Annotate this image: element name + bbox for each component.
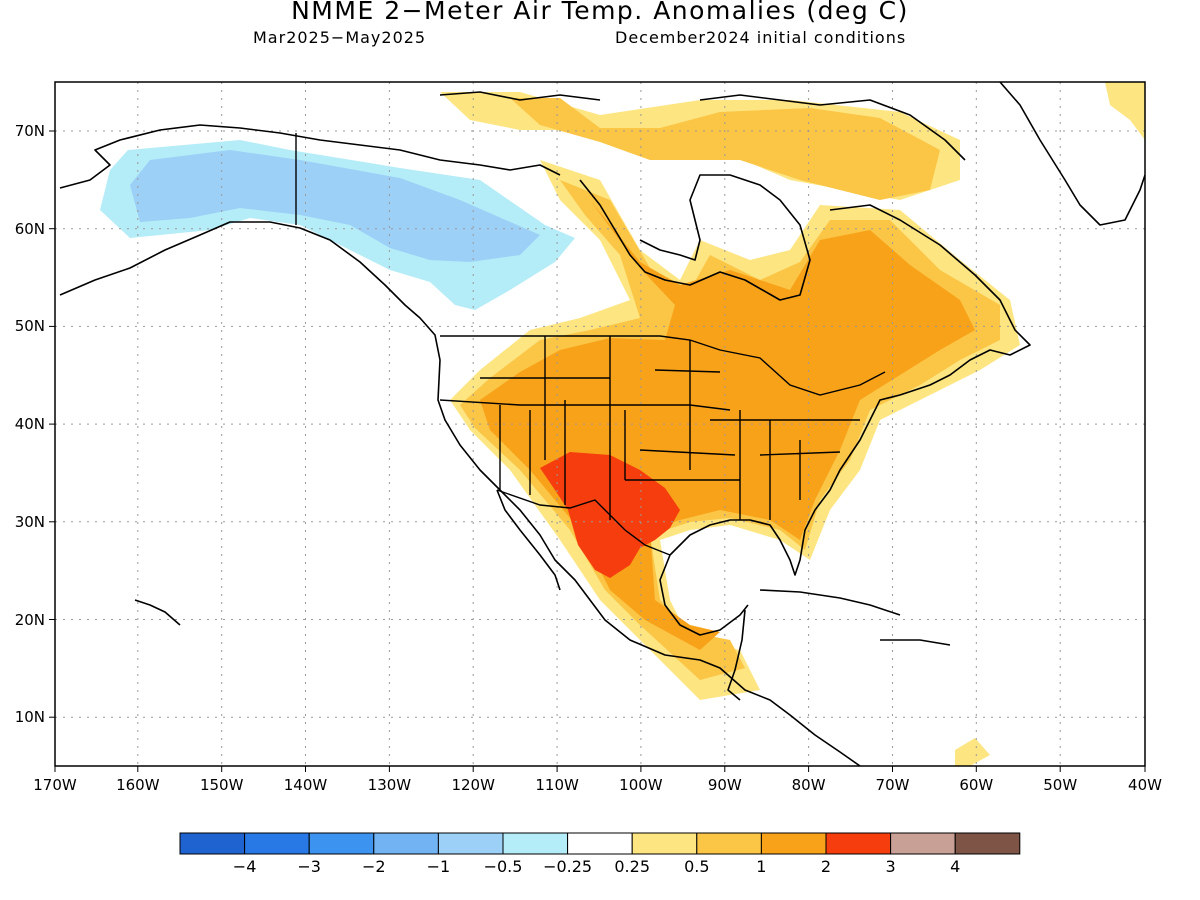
- graticule: [55, 82, 1145, 766]
- colorbar-swatch: [760, 832, 827, 855]
- lon-tick-label: 40W: [1128, 776, 1162, 794]
- anomaly-fill-alaska: [130, 150, 540, 262]
- colorbar-swatch: [308, 832, 375, 855]
- colorbar-swatch: [954, 832, 1021, 855]
- colorbar-label: −0.25: [543, 857, 592, 876]
- colorbar-swatch: [502, 832, 569, 855]
- colorbar-swatch: [631, 832, 698, 855]
- anomaly-fill-greenland-edge: [1105, 82, 1145, 140]
- period-subtitle: Mar2025−May2025: [253, 28, 427, 47]
- colorbar-swatch: [373, 832, 439, 855]
- lat-tick-label: 20N: [15, 611, 45, 629]
- lon-tick-label: 110W: [535, 776, 579, 794]
- coastlines: [59, 82, 1145, 766]
- colorbar-label: −3: [297, 857, 321, 876]
- colorbar-swatch: [890, 832, 956, 855]
- lon-tick-label: 60W: [959, 776, 993, 794]
- colorbar-label: 1: [756, 857, 766, 876]
- lat-tick-labels: 10N 20N 30N 40N 50N 60N 70N: [15, 122, 45, 726]
- colorbar-swatch: [567, 832, 633, 855]
- colorbar-label: 3: [886, 857, 896, 876]
- lon-tick-label: 70W: [876, 776, 910, 794]
- lon-tick-label: 90W: [708, 776, 742, 794]
- lon-tick-label: 170W: [33, 776, 77, 794]
- lat-tick-label: 30N: [15, 513, 45, 531]
- lon-tick-labels: 170W 160W 150W 140W 130W 120W 110W 100W …: [33, 776, 1162, 794]
- lon-tick-label: 50W: [1043, 776, 1077, 794]
- init-subtitle: December2024 initial conditions: [615, 28, 907, 47]
- colorbar-swatch: [825, 832, 892, 855]
- colorbar-label: 2: [821, 857, 831, 876]
- anomaly-shading: [100, 82, 1145, 766]
- political-borders: [295, 133, 886, 556]
- lon-tick-label: 150W: [200, 776, 244, 794]
- lon-tick-label: 130W: [368, 776, 412, 794]
- colorbar-label: −2: [362, 857, 386, 876]
- lat-tick-label: 50N: [15, 317, 45, 335]
- anomaly-fill-canada-arctic-2: [510, 98, 940, 200]
- colorbar-swatch: [179, 832, 246, 855]
- axis-ticks: [49, 130, 1146, 772]
- chart-title: NMME 2−Meter Air Temp. Anomalies (deg C): [291, 0, 909, 25]
- lon-tick-label: 140W: [284, 776, 328, 794]
- colorbar: −4 −3 −2 −1 −0.5 −0.25 0.25 0.5 1 2 3 4: [179, 832, 1021, 876]
- colorbar-swatch: [244, 832, 310, 855]
- lon-tick-label: 120W: [451, 776, 495, 794]
- colorbar-swatch: [696, 832, 762, 855]
- colorbar-swatch: [437, 832, 504, 855]
- colorbar-label: −0.5: [484, 857, 523, 876]
- colorbar-label: 0.5: [684, 857, 709, 876]
- colorbar-label: −1: [427, 857, 451, 876]
- lat-tick-label: 60N: [15, 220, 45, 238]
- colorbar-label: −4: [233, 857, 257, 876]
- lat-tick-label: 10N: [15, 708, 45, 726]
- lon-tick-label: 160W: [116, 776, 160, 794]
- lat-tick-label: 70N: [15, 122, 45, 140]
- lon-tick-label: 100W: [619, 776, 663, 794]
- colorbar-label: 0.25: [614, 857, 650, 876]
- anomaly-fill-south-america-edge: [955, 738, 990, 766]
- lon-tick-label: 80W: [792, 776, 826, 794]
- colorbar-label: 4: [950, 857, 960, 876]
- lat-tick-label: 40N: [15, 415, 45, 433]
- map-area: [55, 82, 1145, 766]
